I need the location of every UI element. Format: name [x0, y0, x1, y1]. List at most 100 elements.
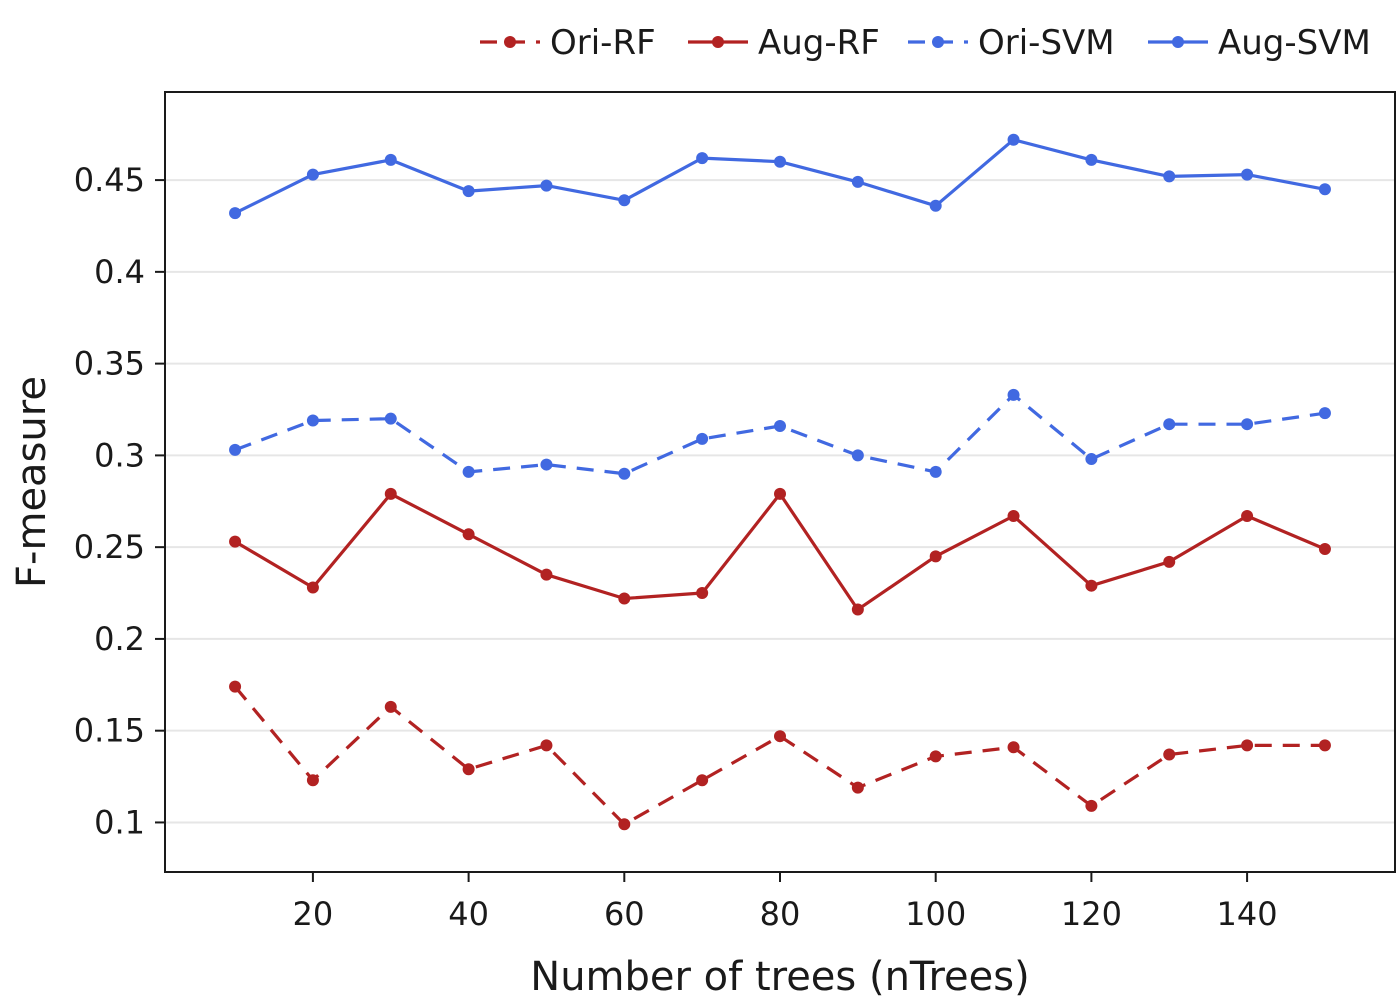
data-point — [540, 179, 553, 192]
x-tick-label: 120 — [1061, 895, 1122, 933]
data-point — [929, 550, 942, 563]
y-tick-label: 0.1 — [94, 803, 145, 841]
data-point — [1163, 748, 1176, 761]
data-point — [696, 774, 709, 787]
data-point — [1318, 739, 1331, 752]
series-line — [233, 685, 1325, 826]
y-tick-label: 0.4 — [94, 253, 145, 291]
x-axis-title: Number of trees (nTrees) — [530, 954, 1029, 1000]
data-point — [929, 465, 942, 478]
data-point — [462, 465, 475, 478]
data-point — [929, 199, 942, 212]
data-point — [774, 155, 786, 168]
data-point — [1318, 183, 1331, 196]
data-point — [774, 730, 786, 743]
data-point — [462, 185, 475, 198]
series-line — [234, 393, 1326, 476]
y-tick-label: 0.35 — [74, 345, 145, 383]
series-layer — [229, 133, 1331, 831]
data-point — [1085, 453, 1098, 466]
data-point — [851, 449, 864, 462]
x-tick-label: 100 — [905, 895, 966, 933]
data-point — [1007, 741, 1020, 754]
data-point — [462, 528, 475, 541]
data-point — [1241, 168, 1254, 181]
data-point — [618, 818, 631, 831]
data-point — [384, 700, 397, 713]
plot-frame — [164, 91, 1396, 873]
data-point — [1241, 739, 1254, 752]
data-point — [229, 680, 242, 693]
data-point — [384, 153, 397, 166]
gridlines — [165, 179, 1395, 824]
data-point — [306, 168, 319, 181]
data-point — [774, 420, 786, 433]
data-point — [1163, 418, 1176, 431]
legend-label: Ori-RF — [550, 23, 656, 63]
data-point — [774, 487, 786, 500]
data-point — [229, 207, 242, 220]
y-axis-title: F-measure — [9, 376, 55, 588]
legend-item-ori-rf: Ori-RF — [480, 23, 656, 63]
data-point — [384, 487, 397, 500]
x-tick-label: 60 — [604, 895, 645, 933]
x-tick-label: 80 — [760, 895, 801, 933]
data-point — [306, 414, 319, 427]
data-point — [929, 750, 942, 763]
data-point — [540, 739, 553, 752]
data-point — [1318, 407, 1331, 420]
data-point — [1241, 509, 1254, 522]
data-point — [1163, 555, 1176, 568]
legend-label: Ori-SVM — [978, 23, 1115, 63]
legend-label: Aug-SVM — [1218, 23, 1371, 63]
series-ori-svm — [229, 388, 1331, 480]
data-point — [384, 412, 397, 425]
legend-swatch-marker — [1172, 36, 1184, 48]
data-point — [462, 763, 475, 776]
legend-swatch-marker — [932, 36, 944, 48]
data-point — [1318, 542, 1331, 555]
data-point — [306, 581, 319, 594]
data-point — [851, 175, 864, 188]
y-tick-label: 0.15 — [74, 712, 145, 750]
series-aug-svm — [229, 133, 1331, 220]
y-tick-label: 0.2 — [94, 620, 145, 658]
data-point — [1085, 579, 1098, 592]
legend-item-ori-svm: Ori-SVM — [908, 23, 1115, 63]
data-point — [1163, 170, 1176, 183]
data-point — [1007, 133, 1020, 146]
y-tick-label: 0.3 — [94, 436, 145, 474]
data-point — [618, 467, 631, 480]
data-point — [229, 443, 242, 456]
data-point — [618, 592, 631, 605]
legend-item-aug-rf: Aug-RF — [688, 23, 880, 63]
data-point — [1007, 509, 1020, 522]
data-point — [1085, 799, 1098, 812]
data-point — [696, 587, 709, 600]
data-point — [229, 535, 242, 548]
series-ori-rf — [229, 680, 1331, 831]
legend-item-aug-svm: Aug-SVM — [1148, 23, 1371, 63]
legend-label: Aug-RF — [758, 23, 880, 63]
data-point — [851, 781, 864, 794]
data-point — [540, 458, 553, 471]
data-point — [540, 568, 553, 581]
x-tick-label: 20 — [293, 895, 334, 933]
data-point — [306, 774, 319, 787]
x-tick-label: 40 — [448, 895, 489, 933]
data-point — [1007, 388, 1020, 401]
data-point — [1241, 418, 1254, 431]
x-tick-label: 140 — [1217, 895, 1278, 933]
data-point — [696, 432, 709, 445]
series-aug-rf — [229, 487, 1331, 616]
legend: Ori-RF Aug-RF Ori-SVM Aug-SVM — [480, 23, 1371, 63]
y-tick-label: 0.45 — [74, 161, 145, 199]
y-axis: 0.1 0.15 0.2 0.25 0.3 0.35 0.4 0.45 — [74, 161, 165, 841]
legend-swatch-marker — [504, 36, 516, 48]
data-point — [1085, 153, 1098, 166]
series-line — [234, 492, 1326, 612]
legend-swatch-marker — [712, 36, 724, 48]
data-point — [696, 152, 709, 165]
data-point — [851, 603, 864, 616]
y-tick-label: 0.25 — [74, 528, 145, 566]
